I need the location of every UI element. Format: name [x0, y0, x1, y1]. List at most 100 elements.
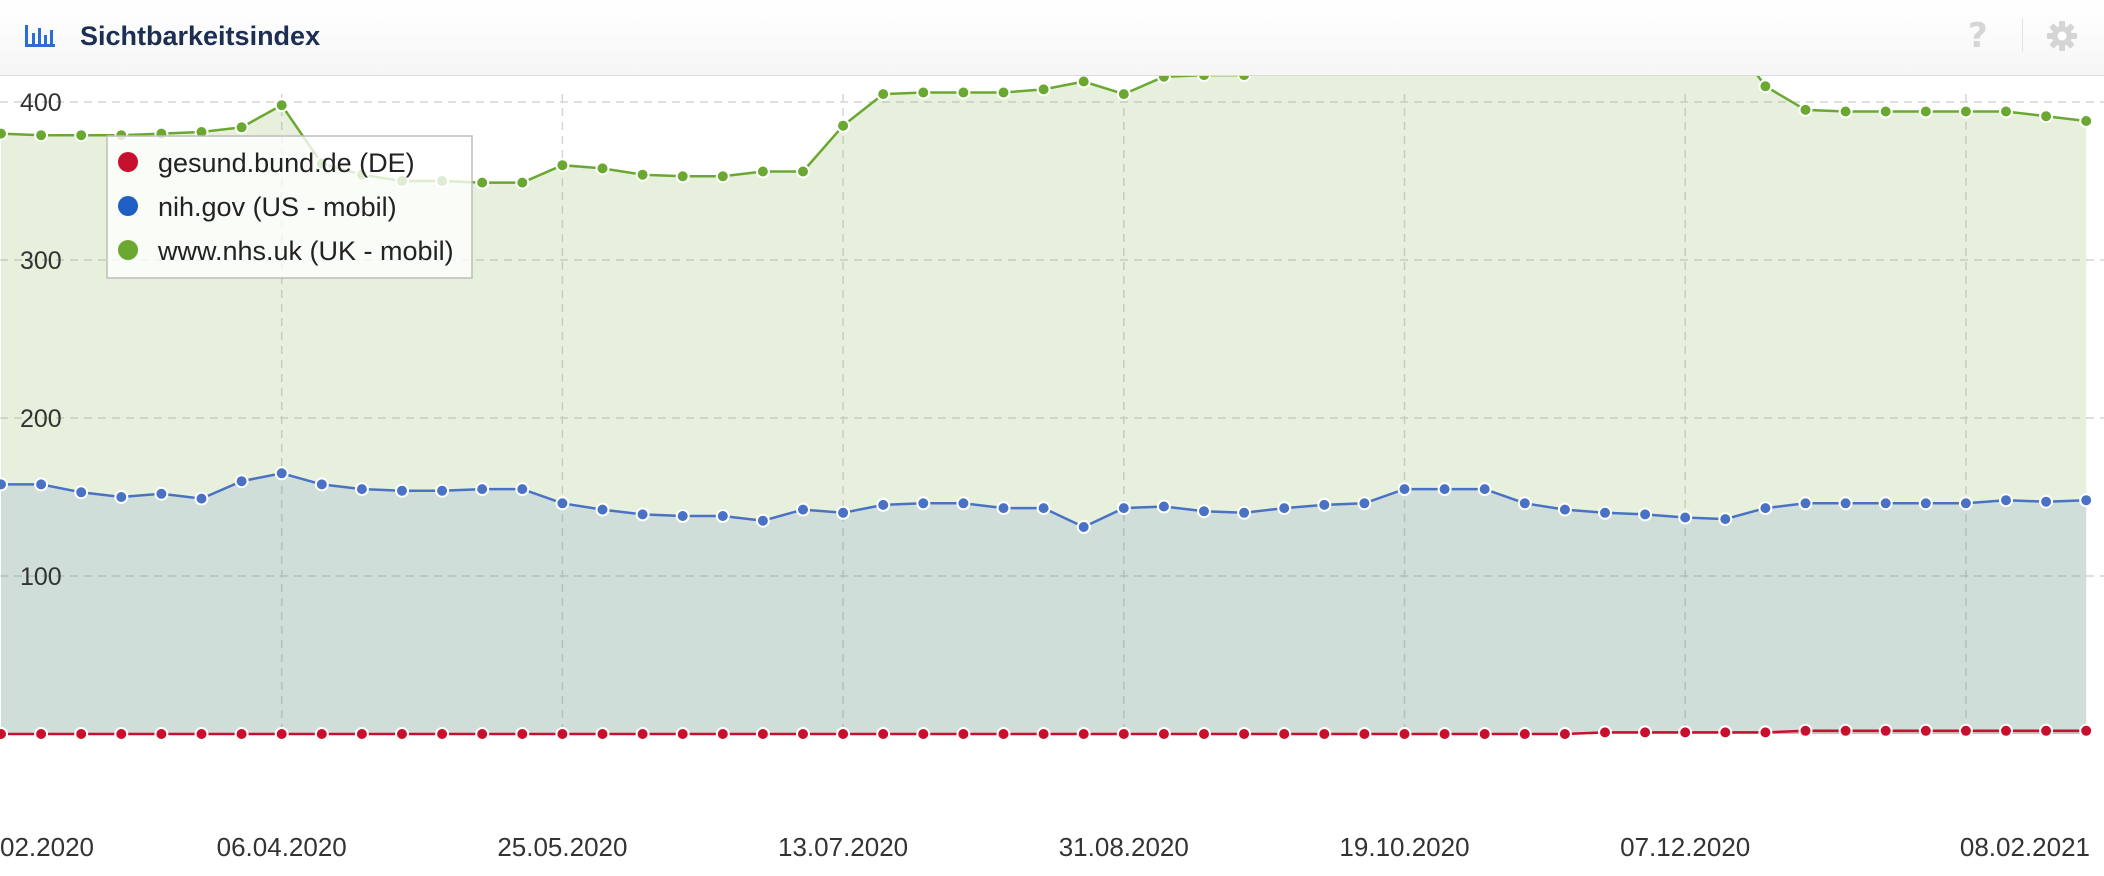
- data-point-2-7: [274, 98, 289, 113]
- data-point-2-18: [715, 169, 730, 184]
- data-point-0-32: [1277, 727, 1292, 741]
- legend-item-nih[interactable]: nih.gov (US - mobil): [158, 192, 397, 222]
- data-point-1-11: [435, 483, 450, 498]
- data-point-1-6: [234, 474, 249, 489]
- x-tick-label-3: 13.07.2020: [778, 832, 908, 862]
- data-point-0-28: [1116, 727, 1131, 741]
- data-point-0-48: [1918, 723, 1933, 738]
- data-point-0-21: [836, 727, 851, 741]
- x-tick-label-6: 07.12.2020: [1620, 832, 1750, 862]
- legend-marker-nih: [118, 196, 138, 216]
- y-axis-ticks: 100 200 300 400: [20, 89, 62, 591]
- legend-box: [106, 135, 473, 279]
- data-point-2-6: [234, 120, 249, 135]
- data-point-0-43: [1718, 725, 1733, 740]
- data-point-2-15: [595, 161, 610, 176]
- data-point-1-43: [1718, 512, 1733, 527]
- data-point-2-46: [1838, 104, 1853, 119]
- data-point-1-48: [1918, 496, 1933, 511]
- x-axis-ticks: 02.2020 06.04.2020 25.05.2020 13.07.2020 31.…: [0, 832, 2090, 862]
- data-point-1-28: [1116, 501, 1131, 516]
- data-point-1-39: [1557, 502, 1572, 517]
- data-point-0-14: [555, 727, 570, 741]
- data-point-1-50: [1999, 493, 2013, 508]
- data-point-0-45: [1798, 723, 1813, 738]
- data-point-0-7: [274, 727, 289, 741]
- data-point-0-46: [1838, 723, 1853, 738]
- data-point-0-27: [1076, 727, 1091, 741]
- data-point-0-16: [635, 727, 650, 741]
- data-point-1-34: [1357, 496, 1372, 511]
- data-point-2-21: [836, 118, 851, 133]
- y-tick-label-1: 200: [20, 405, 62, 433]
- visibility-chart: 100 200 300 400 02.2020 06.04.2020 25.05.2020…: [0, 76, 2104, 862]
- data-point-2-50: [1999, 104, 2013, 119]
- data-point-2-25: [996, 85, 1011, 100]
- x-tick-label-7: 08.02.2021: [1960, 832, 2090, 862]
- data-point-1-13: [515, 482, 530, 497]
- legend-marker-gesund: [118, 152, 138, 172]
- legend-item-nhs[interactable]: www.nhs.uk (UK - mobil): [157, 236, 454, 266]
- data-point-1-37: [1477, 482, 1492, 497]
- data-point-1-46: [1838, 496, 1853, 511]
- data-point-0-20: [796, 727, 810, 741]
- y-tick-label-3: 400: [20, 89, 62, 117]
- data-point-0-11: [435, 727, 450, 741]
- data-point-0-17: [675, 727, 690, 741]
- data-point-0-22: [876, 727, 891, 741]
- data-point-0-24: [956, 727, 971, 741]
- data-point-2-19: [755, 164, 770, 179]
- data-point-0-26: [1036, 727, 1051, 741]
- data-point-2-49: [1958, 104, 1973, 119]
- data-point-0-35: [1397, 727, 1412, 741]
- x-tick-label-2: 25.05.2020: [497, 832, 627, 862]
- gear-icon[interactable]: [2046, 20, 2078, 52]
- data-point-2-0: [0, 126, 8, 141]
- data-point-1-24: [956, 496, 971, 511]
- data-point-0-40: [1598, 725, 1612, 740]
- help-icon[interactable]: ?: [1968, 16, 1988, 56]
- data-point-1-45: [1798, 496, 1813, 511]
- data-point-0-33: [1317, 727, 1332, 741]
- data-point-0-50: [1999, 723, 2013, 738]
- data-point-1-40: [1598, 505, 1612, 520]
- data-point-2-52: [2079, 114, 2094, 128]
- data-point-0-19: [755, 727, 770, 741]
- data-point-1-27: [1076, 520, 1091, 534]
- data-point-2-1: [34, 128, 49, 143]
- data-point-0-36: [1437, 727, 1452, 741]
- data-point-1-9: [354, 482, 369, 497]
- data-point-2-22: [876, 87, 891, 102]
- data-point-0-49: [1958, 723, 1973, 738]
- data-point-0-44: [1758, 725, 1773, 740]
- x-tick-label-4: 31.08.2020: [1059, 832, 1189, 862]
- data-point-0-37: [1477, 727, 1492, 741]
- data-point-0-15: [595, 727, 610, 741]
- data-point-2-48: [1918, 104, 1933, 119]
- y-tick-label-0: 100: [20, 563, 62, 591]
- data-point-1-38: [1517, 496, 1532, 511]
- data-point-2-13: [515, 175, 530, 190]
- data-point-1-33: [1317, 497, 1332, 512]
- series-area-2: [1, 76, 2087, 734]
- data-point-1-12: [475, 482, 490, 497]
- data-point-0-47: [1878, 723, 1893, 738]
- data-point-2-16: [635, 167, 650, 182]
- data-point-0-6: [234, 727, 249, 741]
- chart-legend: gesund.bund.de (DE) nih.gov (US - mobil)…: [106, 135, 473, 279]
- data-point-1-23: [916, 496, 931, 511]
- data-point-2-51: [2039, 109, 2054, 124]
- point-layer: [0, 76, 2094, 741]
- data-point-0-41: [1638, 725, 1653, 740]
- data-point-1-18: [715, 509, 730, 523]
- data-point-0-12: [475, 727, 490, 741]
- legend-item-gesund[interactable]: gesund.bund.de (DE): [158, 148, 415, 178]
- data-point-0-51: [2039, 723, 2054, 738]
- data-point-2-29: [1156, 76, 1171, 84]
- data-point-0-1: [34, 727, 49, 741]
- data-point-0-29: [1156, 727, 1171, 741]
- data-point-1-29: [1156, 499, 1171, 514]
- data-point-2-26: [1036, 82, 1051, 97]
- data-point-1-1: [34, 477, 49, 492]
- grid-layer: [0, 94, 2104, 734]
